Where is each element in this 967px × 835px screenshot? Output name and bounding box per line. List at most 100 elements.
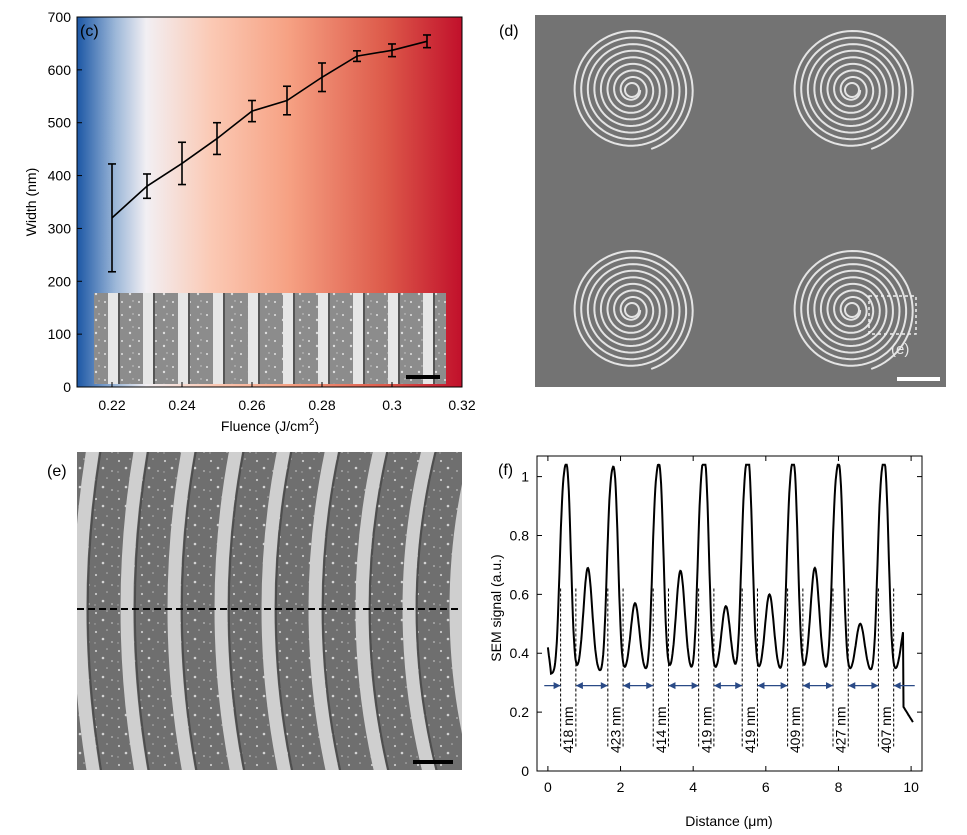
width-arrow-head: [826, 682, 834, 690]
inset-region-label: (e): [891, 341, 909, 358]
inset-line-shadow: [328, 293, 330, 384]
x-tick-label-f: 2: [617, 779, 625, 795]
spiral-structure: [573, 249, 694, 370]
arc-line-shadow: [511, 439, 537, 779]
x-tick-label-c: 0.26: [238, 397, 265, 413]
width-arrow-head: [893, 682, 901, 690]
panel-c-chart: 0 100 200 300 400 500 600 700 0.22 0.24 0.26 0.28 0.…: [23, 9, 476, 434]
arc-line-feature: [167, 452, 196, 770]
inset-line-feature: [388, 293, 398, 384]
inset-line-feature: [248, 293, 258, 384]
arc-line-shadow: [86, 452, 103, 770]
spiral-center: [844, 82, 860, 98]
panel-tag-d: (d): [499, 23, 519, 40]
scale-bar-e: [413, 760, 453, 764]
width-arrow-head: [575, 682, 583, 690]
y-tick-label-f: 0.2: [510, 704, 530, 720]
inset-line-feature: [318, 293, 328, 384]
width-vs-fluence-line: [111, 40, 428, 219]
panel-tag-e: (e): [47, 463, 67, 480]
sem-signal-curve: [546, 463, 914, 723]
panel-f-chart: 00.20.40.60.810 2 4 6 8 10 418 nm 423 nm 414 nm…: [488, 455, 923, 829]
width-value-label: 418 nm: [560, 706, 576, 753]
inset-line-shadow: [398, 293, 400, 384]
inset-line-shadow: [153, 293, 155, 384]
x-tick-label-c: 0.22: [98, 397, 125, 413]
panel-d-sem-image: (e) (d): [499, 15, 946, 387]
inset-line-shadow: [363, 293, 365, 384]
inset-line-shadow: [258, 293, 260, 384]
inset-line-shadow: [293, 293, 295, 384]
width-arrow-head: [802, 682, 810, 690]
inset-sem-image: [94, 293, 446, 384]
inset-line-feature: [213, 293, 223, 384]
width-arrow-head: [600, 682, 608, 690]
y-tick-label-c: 700: [48, 9, 72, 25]
x-tick-label-f: 0: [544, 779, 552, 795]
y-tick-label-c: 0: [63, 379, 71, 395]
width-value-label: 409 nm: [787, 706, 803, 753]
sem-background-d: [535, 15, 946, 387]
x-tick-label-f: 8: [835, 779, 843, 795]
y-tick-label-f: 0.6: [510, 586, 530, 602]
y-tick-label-c: 300: [48, 220, 72, 236]
arc-line-feature: [503, 439, 529, 779]
x-tick-label-c: 0.24: [168, 397, 195, 413]
inset-line-shadow: [188, 293, 190, 384]
width-arrow-head: [848, 682, 856, 690]
inset-line-feature: [283, 293, 293, 384]
width-value-label: 423 nm: [607, 706, 623, 753]
arc-line-shadow: [464, 439, 488, 779]
inset-line-feature: [423, 293, 433, 384]
inset-line-shadow: [223, 293, 225, 384]
panel-tag-c: (c): [80, 23, 99, 40]
width-arrow-head: [646, 682, 654, 690]
y-tick-label-c: 600: [48, 62, 72, 78]
inset-line-feature: [143, 293, 153, 384]
arc-line-shadow: [227, 452, 246, 770]
spiral-center: [624, 302, 640, 318]
y-axis-label-f: SEM signal (a.u.): [488, 554, 504, 661]
y-axis-label-c: Width (nm): [23, 168, 39, 236]
spiral-center: [624, 82, 640, 98]
width-arrow-head: [735, 682, 743, 690]
y-tick-label-c: 100: [48, 326, 72, 342]
width-arrow-head: [553, 682, 561, 690]
x-tick-label-c: 0.3: [382, 397, 402, 413]
inset-line-feature: [353, 293, 363, 384]
panel-e-sem-image: (e): [47, 439, 537, 779]
inset-region-box: [868, 295, 917, 335]
plot-frame-c: [76, 16, 463, 388]
width-arrow-head: [713, 682, 721, 690]
spiral-center: [844, 302, 860, 318]
width-arrow-head: [623, 682, 631, 690]
y-tick-label-f: 1: [521, 469, 529, 485]
x-tick-label-c: 0.28: [308, 397, 335, 413]
spiral-structure: [573, 29, 694, 150]
plot-frame-f: [536, 455, 923, 772]
width-arrow-head: [691, 682, 699, 690]
width-value-label: 419 nm: [698, 706, 714, 753]
inset-line-feature: [178, 293, 188, 384]
width-value-label: 419 nm: [742, 706, 758, 753]
x-tick-label-f: 4: [689, 779, 697, 795]
scale-bar-d: [897, 377, 940, 381]
width-arrow-head: [668, 682, 676, 690]
inset-scale-bar: [406, 375, 440, 379]
y-tick-label-c: 200: [48, 273, 72, 289]
width-arrow-head: [871, 682, 879, 690]
arc-line-feature: [355, 452, 388, 770]
y-tick-label-f: 0: [521, 763, 529, 779]
inset-line-shadow: [118, 293, 120, 384]
y-tick-label-c: 500: [48, 115, 72, 131]
spiral-structure: [793, 29, 914, 150]
arc-line-shadow: [415, 452, 438, 770]
x-tick-label-f: 10: [903, 779, 919, 795]
y-tick-label-c: 400: [48, 168, 72, 184]
arc-line-feature: [308, 452, 339, 770]
width-value-label: 407 nm: [878, 706, 894, 753]
x-tick-label-c: 0.32: [448, 397, 475, 413]
width-arrow-head: [757, 682, 765, 690]
inset-line-shadow: [433, 293, 435, 384]
